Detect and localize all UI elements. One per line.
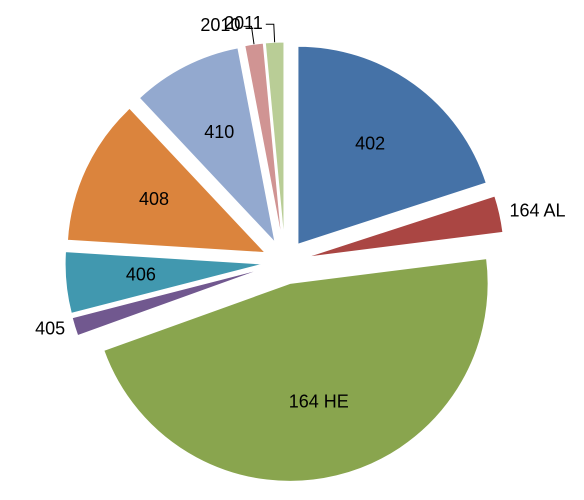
slice-label: 164 AL: [509, 201, 565, 221]
pie-slice: [71, 267, 265, 337]
leader-line: [265, 23, 276, 43]
slice-label: 405: [35, 318, 65, 338]
slice-label: 2010: [200, 15, 240, 35]
slice-label: 402: [355, 134, 385, 154]
slice-label: 406: [126, 264, 156, 284]
pie-slice: [66, 107, 267, 254]
pie-slice: [306, 195, 504, 258]
pie-slice: [264, 41, 285, 241]
pie-slice: [103, 258, 489, 482]
slice-label: 410: [204, 122, 234, 142]
slice-label: 164 HE: [289, 392, 349, 412]
slice-label: 408: [139, 189, 169, 209]
pie-slice: [64, 251, 264, 314]
pie-slice: [297, 45, 487, 245]
pie-slice: [138, 47, 276, 244]
slice-label: 2011: [224, 13, 263, 33]
leader-line: [243, 25, 255, 45]
pie-slice: [244, 42, 283, 241]
